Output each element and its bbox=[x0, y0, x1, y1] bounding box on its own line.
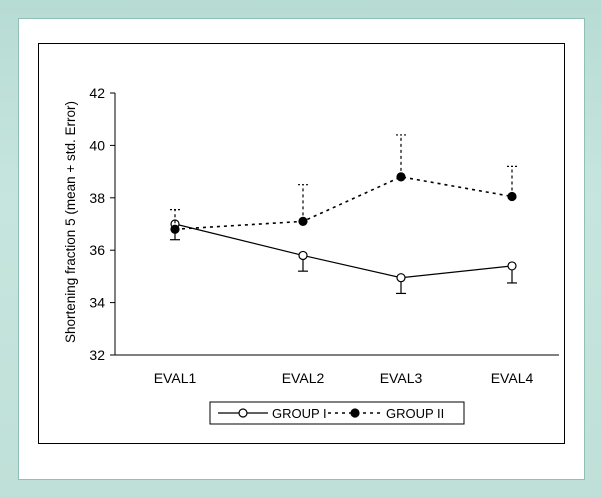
data-point bbox=[298, 216, 308, 226]
data-point bbox=[298, 250, 308, 261]
data-point bbox=[170, 224, 180, 234]
legend-label-group-i: GROUP I bbox=[272, 406, 327, 421]
x-tick-label: EVAL2 bbox=[282, 370, 325, 386]
line-chart: 32 34 36 38 40 42 EVAL1 EVAL2 EVAL3 EVAL4 Shorteni… bbox=[63, 85, 559, 425]
y-tick-label: 32 bbox=[89, 347, 105, 363]
y-tick-label: 38 bbox=[89, 190, 105, 206]
x-tick-label: EVAL1 bbox=[154, 370, 197, 386]
y-tick-label: 40 bbox=[89, 137, 105, 153]
y-tick-label: 42 bbox=[89, 85, 105, 101]
x-tick-label: EVAL4 bbox=[491, 370, 534, 386]
y-axis-label: Shortening fraction 5 (mean + std. Error… bbox=[63, 101, 78, 343]
series-line bbox=[174, 176, 513, 231]
y-tick-label: 36 bbox=[89, 242, 105, 258]
data-point bbox=[507, 191, 517, 202]
chart-panel: 32 34 36 38 40 42 EVAL1 EVAL2 EVAL3 EVAL4 Shorteni… bbox=[18, 18, 585, 480]
legend-marker-group-ii bbox=[350, 408, 360, 418]
legend-label-group-ii: GROUP II bbox=[386, 406, 444, 421]
data-point bbox=[396, 172, 406, 182]
data-point bbox=[396, 273, 406, 283]
chart-border bbox=[38, 43, 565, 444]
legend-marker-group-i bbox=[238, 408, 248, 418]
y-tick-label: 34 bbox=[89, 295, 105, 311]
x-tick-label: EVAL3 bbox=[380, 370, 423, 386]
series-line bbox=[174, 223, 513, 279]
data-point bbox=[507, 261, 517, 271]
